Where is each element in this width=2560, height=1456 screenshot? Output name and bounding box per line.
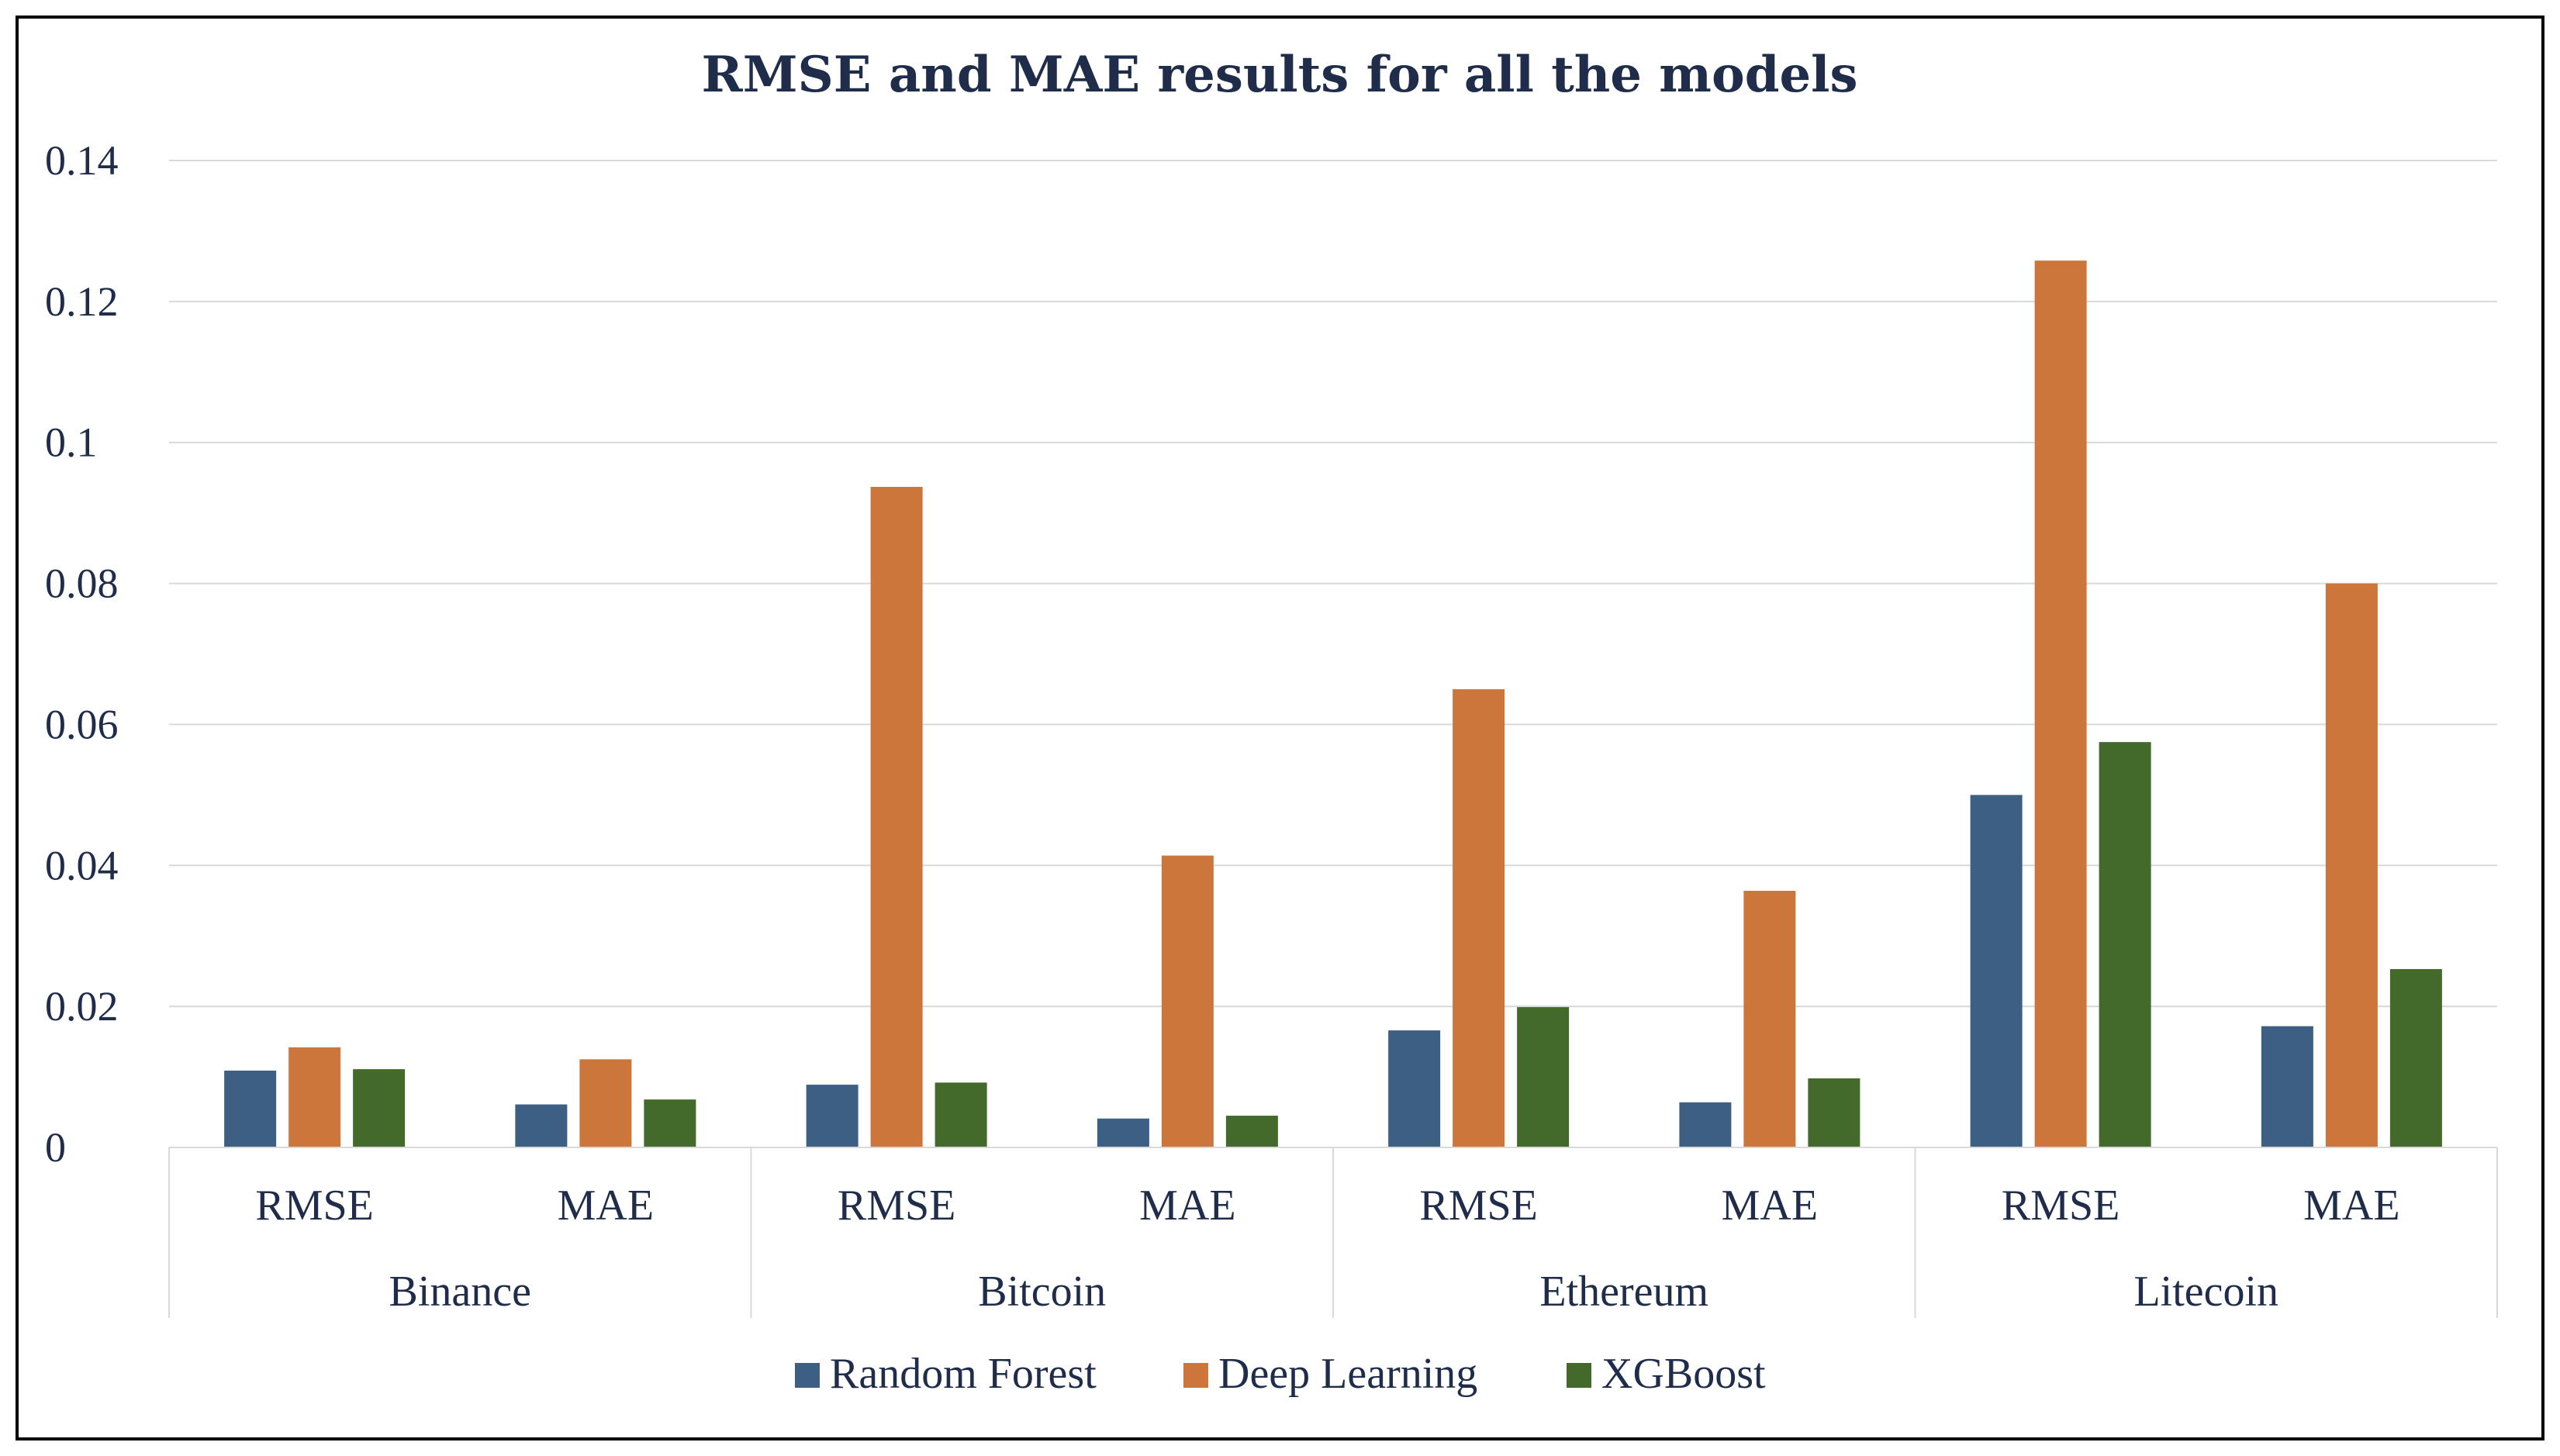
category-label: RMSE [2002,1182,2120,1230]
bar-deep-learning [2034,260,2087,1148]
bar-random-forest [2261,1026,2313,1147]
bar-xgboost [644,1099,696,1147]
category-label: RMSE [255,1182,374,1230]
legend-label: Deep Learning [1218,1350,1477,1398]
bar-random-forest [1097,1118,1149,1147]
y-tick-label: 0.02 [45,983,119,1030]
y-tick-label: 0.04 [45,842,119,888]
chart-frame [16,16,2544,1440]
bar-random-forest [1679,1102,1732,1147]
legend-swatch [1567,1363,1591,1388]
bar-xgboost [935,1082,987,1147]
bar-xgboost [2099,742,2151,1147]
category-label: MAE [1722,1182,1818,1230]
bar-deep-learning [288,1047,341,1147]
bar-xgboost [1808,1078,1860,1147]
x-axis: RMSE MAE RMSE MAE RMSE MAE RMSE MAE Binance Bitco… [168,1147,2498,1318]
y-tick-label: 0 [45,1124,66,1171]
bar-deep-learning [1453,688,1505,1147]
legend-swatch [795,1363,820,1388]
bar-deep-learning [579,1059,632,1147]
legend-swatch [1183,1363,1208,1388]
bar-xgboost [1517,1007,1570,1147]
bar-xgboost [2389,968,2442,1147]
bar-deep-learning [1743,891,1796,1147]
bar-random-forest [806,1085,859,1147]
y-tick-label: 0.14 [45,137,119,184]
category-label: MAE [1139,1182,1235,1230]
y-tick-label: 0.08 [45,561,119,607]
group-label: Litecoin [2133,1268,2278,1316]
bar-random-forest [1970,795,2023,1147]
category-label: MAE [2303,1182,2399,1230]
bars [224,260,2442,1148]
legend-label: Random Forest [830,1350,1097,1398]
bar-random-forest [224,1070,277,1147]
chart-title: RMSE and MAE results for all the models [702,46,1858,104]
y-tick-label: 0.06 [45,701,119,747]
legend-label: XGBoost [1601,1350,1766,1398]
group-label: Bitcoin [978,1268,1106,1316]
y-tick-label: 0.12 [45,278,119,325]
y-axis-ticks: 0 0.02 0.04 0.06 0.08 0.1 0.12 0.14 [45,137,119,1171]
bar-xgboost [1225,1116,1278,1147]
bar-deep-learning [1161,855,1214,1147]
bar-random-forest [515,1104,568,1147]
category-label: MAE [558,1182,654,1230]
legend: Random Forest Deep Learning XGBoost [795,1350,1766,1398]
y-tick-label: 0.1 [45,419,98,466]
group-label: Ethereum [1539,1268,1708,1316]
gridlines [169,160,2497,1008]
bar-deep-learning [870,486,923,1147]
category-label: RMSE [1419,1182,1538,1230]
group-label: Binance [389,1268,531,1316]
bar-deep-learning [2325,583,2378,1147]
bar-xgboost [353,1069,406,1147]
category-label: RMSE [838,1182,956,1230]
bar-random-forest [1388,1030,1441,1147]
